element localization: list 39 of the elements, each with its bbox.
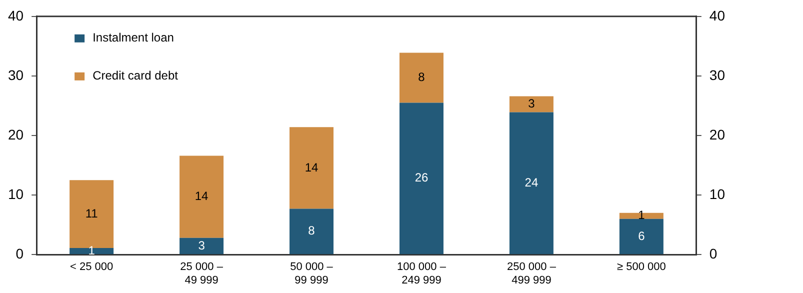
bar <box>399 52 444 103</box>
y2-tick-label: 20 <box>709 126 726 142</box>
data-label: 11 <box>85 206 98 220</box>
y2-tick-label: 40 <box>709 7 726 24</box>
x-tick-label: < 25 000 <box>70 261 114 274</box>
legend-label: Instalment loan <box>92 30 174 45</box>
y2-tick-label: 30 <box>709 66 726 83</box>
bar <box>70 248 114 254</box>
data-label: 3 <box>528 96 536 111</box>
x-tick-label: ≥ 500 000 <box>617 261 666 274</box>
y-tick-label: 30 <box>8 66 24 83</box>
bar <box>399 102 444 254</box>
x-tick-label: 25 000 – 49 999 <box>180 261 224 286</box>
legend-label: Credit card debt <box>92 68 179 83</box>
bar <box>180 156 224 238</box>
data-label: 14 <box>194 189 209 204</box>
data-label: 8 <box>308 224 316 238</box>
data-label: 24 <box>524 176 538 190</box>
data-label: 3 <box>198 238 206 252</box>
bar <box>509 112 554 254</box>
bar <box>180 238 224 254</box>
data-label: 6 <box>638 228 646 243</box>
bar <box>290 208 334 254</box>
y-tick-label: 0 <box>16 245 24 262</box>
y-tick-label: 40 <box>8 7 24 24</box>
data-label: 8 <box>418 70 426 84</box>
bar <box>619 212 664 219</box>
data-label: 14 <box>304 160 319 174</box>
x-tick-label: 50 000 – 99 999 <box>290 261 334 286</box>
bar <box>619 218 664 254</box>
x-tick-label: 100 000 – 249 999 <box>397 261 447 286</box>
x-tick-label: 250 000 – 499 999 <box>506 261 557 286</box>
y2-tick-label: 10 <box>709 186 726 202</box>
data-label: 26 <box>414 170 428 185</box>
bar <box>290 127 334 209</box>
y-tick-label: 10 <box>8 186 24 202</box>
bar <box>509 96 554 112</box>
y-tick-label: 20 <box>8 126 24 142</box>
y2-tick-label: 0 <box>709 245 718 262</box>
